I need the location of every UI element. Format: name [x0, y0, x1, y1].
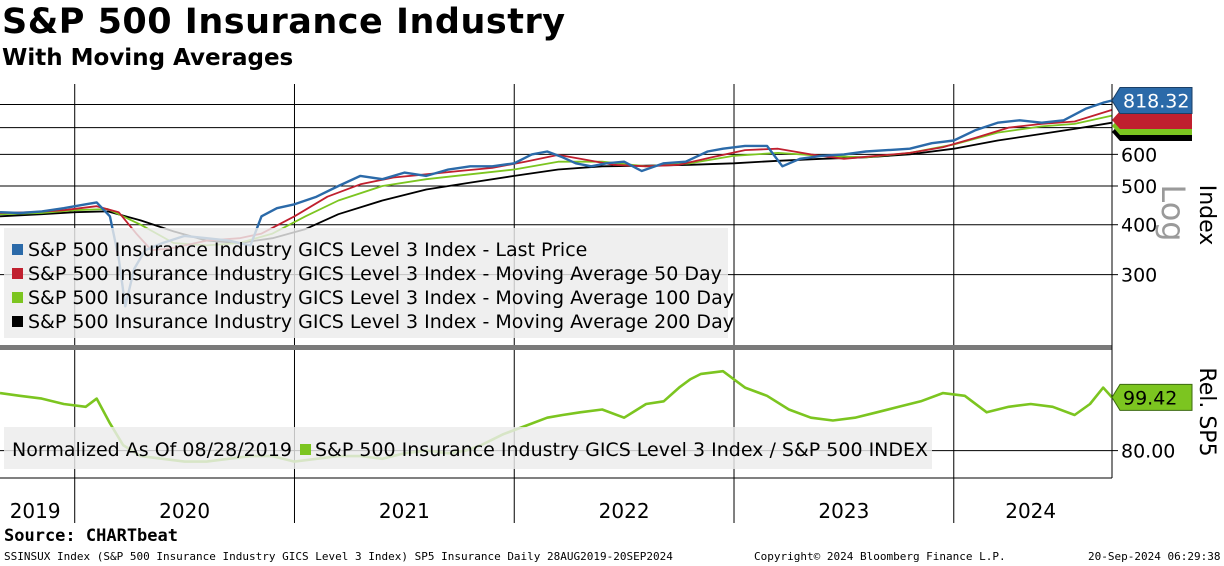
legend-swatch	[299, 444, 311, 455]
legend-swatch	[12, 244, 23, 255]
y-tick-label: 300	[1121, 265, 1157, 287]
legend-label: S&P 500 Insurance Industry GICS Level 3 …	[28, 287, 734, 309]
legend-swatch	[12, 316, 23, 327]
legend-item-ma100: S&P 500 Insurance Industry GICS Level 3 …	[12, 287, 734, 309]
series-ma200	[0, 121, 1113, 244]
timestamp: 20-Sep-2024 06:29:38	[1088, 550, 1221, 563]
legend-swatch	[12, 292, 23, 303]
y-tick-label: 600	[1121, 144, 1157, 166]
legend-item-ma50: S&P 500 Insurance Industry GICS Level 3 …	[12, 263, 722, 285]
normalized-text: Normalized As Of 08/28/2019	[12, 439, 292, 461]
x-tick-label: 2024	[1005, 499, 1056, 523]
upper-legend: S&P 500 Insurance Industry GICS Level 3 …	[4, 228, 734, 338]
x-tick-label: 2023	[818, 499, 869, 523]
security-description: SSINSUX Index (S&P 500 Insurance Industr…	[4, 550, 673, 563]
relative-tag	[1111, 383, 1193, 411]
legend-normalized-label: Normalized As Of 08/28/2019 S&P 500 Insu…	[12, 439, 928, 461]
price-tag-label: 818.32	[1123, 91, 1189, 113]
series-ma100	[0, 114, 1113, 247]
legend-item-last-price: S&P 500 Insurance Industry GICS Level 3 …	[12, 239, 587, 261]
legend-label: S&P 500 Insurance Industry GICS Level 3 …	[314, 439, 929, 461]
price-tag	[1111, 87, 1193, 115]
legend-item-ma200: S&P 500 Insurance Industry GICS Level 3 …	[12, 311, 734, 333]
relative-tag-label: 99.42	[1123, 387, 1177, 409]
copyright: Copyright© 2024 Bloomberg Finance L.P.	[754, 550, 1006, 563]
value-tag	[1112, 111, 1192, 129]
legend-swatch	[12, 268, 23, 279]
lower-legend: Normalized As Of 08/28/2019 S&P 500 Insu…	[4, 427, 932, 469]
chart-subtitle: With Moving Averages	[2, 45, 294, 71]
legend-label: S&P 500 Insurance Industry GICS Level 3 …	[28, 311, 734, 333]
source-label: Source: CHARTbeat	[4, 526, 178, 546]
x-tick-label: 2019	[10, 499, 61, 523]
chart-title: S&P 500 Insurance Industry	[2, 2, 566, 42]
panel-separator	[0, 345, 1112, 350]
y-axis-title: Index	[1194, 185, 1219, 246]
legend-label: S&P 500 Insurance Industry GICS Level 3 …	[28, 263, 722, 285]
y-tick-label: 400	[1121, 215, 1157, 237]
y-tick-label: 80.00	[1121, 441, 1175, 463]
x-tick-label: 2022	[599, 499, 650, 523]
y-tick-label: 500	[1121, 176, 1157, 198]
lower-axis-title: Rel. SP5	[1194, 367, 1219, 456]
x-tick-label: 2021	[379, 499, 430, 523]
scale-label: Log	[1154, 184, 1192, 241]
legend-label: S&P 500 Insurance Industry GICS Level 3 …	[28, 239, 588, 261]
x-tick-label: 2020	[159, 499, 210, 523]
